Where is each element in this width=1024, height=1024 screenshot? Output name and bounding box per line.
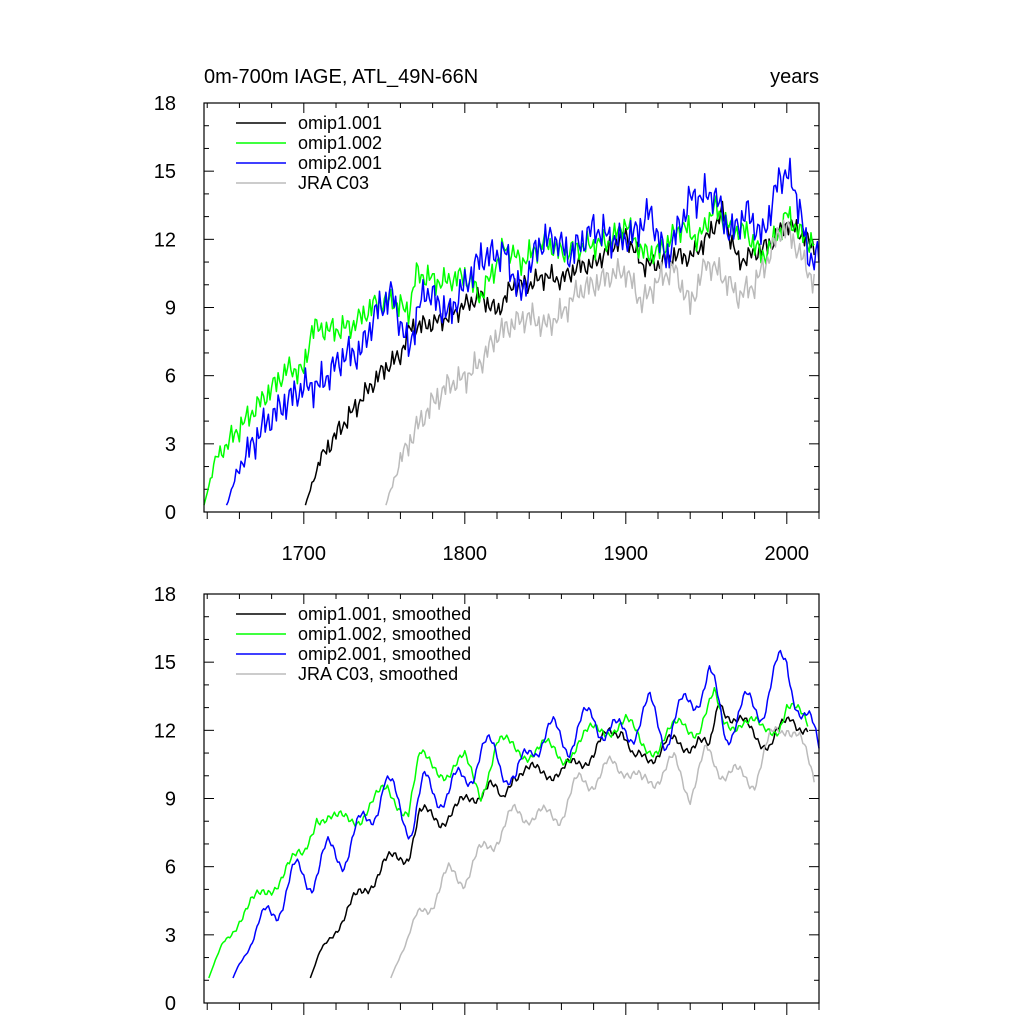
top-series-line-2 (203, 195, 815, 506)
top-ytick-label: 6 (165, 366, 176, 388)
top-xtick-label: 2000 (765, 543, 810, 565)
bottom-legend-label-1: omip1.001, smoothed (298, 604, 471, 624)
top-legend-label-2: omip1.002 (298, 133, 382, 153)
top-panel: 0m-700m IAGE, ATL_49N-66N years 0 3 6 9 12 15… (154, 66, 820, 565)
top-ytick-label: 0 (165, 502, 176, 524)
bottom-series-group (208, 649, 820, 979)
top-series-group (203, 157, 820, 506)
bottom-legend-label-4: JRA C03, smoothed (298, 664, 458, 684)
top-ytick-label: 18 (154, 93, 176, 115)
units-label: years (770, 66, 819, 88)
top-ytick-label: 12 (154, 229, 176, 251)
top-series-line-4 (385, 219, 815, 506)
bottom-legend-label-3: omip2.001, smoothed (298, 644, 471, 664)
bottom-ytick-label: 3 (165, 925, 176, 947)
top-xtick-label: 1700 (282, 543, 327, 565)
top-legend-label-4: JRA C03 (298, 173, 369, 193)
bottom-legend-label-2: omip1.002, smoothed (298, 624, 471, 644)
bottom-ytick-label: 15 (154, 652, 176, 674)
top-series-line-3 (225, 157, 820, 506)
top-ytick-label: 3 (165, 434, 176, 456)
top-plot-frame (203, 102, 820, 513)
bottom-ytick-label: 9 (165, 789, 176, 811)
bottom-series-line-1 (309, 702, 809, 979)
top-legend-label-3: omip2.001 (298, 153, 382, 173)
top-xtick-label: 1800 (443, 543, 488, 565)
bottom-ytick-label: 6 (165, 857, 176, 879)
bottom-panel: 0 3 6 9 12 15 18 omip1.001, smoothedomip1.002,… (154, 584, 820, 1015)
bottom-ytick-label: 18 (154, 584, 176, 606)
top-ytick-label: 9 (165, 298, 176, 320)
bottom-axes-ticks: 0 3 6 9 12 15 18 (154, 584, 820, 1015)
top-legend-label-1: omip1.001 (298, 113, 382, 133)
top-ytick-label: 15 (154, 161, 176, 183)
top-axes-ticks: 0 3 6 9 12 15 18 1700 1800 1900 2000 (154, 93, 820, 565)
bottom-series-line-3 (232, 649, 820, 979)
chart-title: 0m-700m IAGE, ATL_49N-66N (204, 66, 478, 88)
top-xtick-label: 1900 (604, 543, 649, 565)
bottom-plot-frame (203, 593, 820, 1004)
bottom-series-line-2 (208, 686, 809, 979)
bottom-ytick-label: 12 (154, 720, 176, 742)
bottom-ytick-label: 0 (165, 993, 176, 1015)
bottom-series-line-4 (390, 726, 815, 979)
